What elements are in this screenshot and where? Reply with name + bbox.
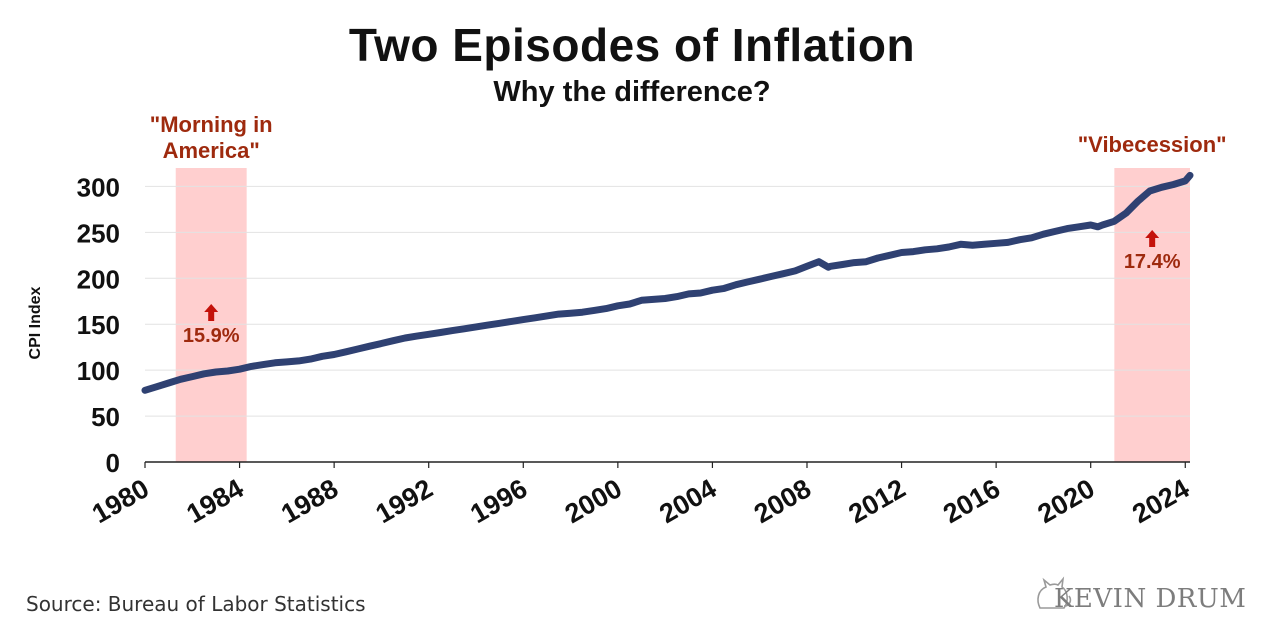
kevin-drum-logo: KEVIN DRUM bbox=[1030, 572, 1246, 616]
period-label-0: "Morning in bbox=[150, 112, 273, 137]
source-note: Source: Bureau of Labor Statistics bbox=[26, 592, 366, 616]
period-change-1: 17.4% bbox=[1124, 251, 1181, 273]
x-tick-label: 2012 bbox=[844, 473, 911, 529]
x-tick-label: 2024 bbox=[1127, 473, 1194, 529]
period-change-0: 15.9% bbox=[183, 325, 240, 347]
y-tick-label: 300 bbox=[77, 172, 120, 202]
x-tick-label: 2020 bbox=[1033, 473, 1100, 529]
chart-subtitle: Why the difference? bbox=[493, 76, 771, 108]
y-tick-label: 100 bbox=[77, 356, 120, 386]
x-tick-label: 2000 bbox=[560, 473, 627, 529]
up-arrow-icon bbox=[1145, 230, 1160, 247]
y-tick-label: 200 bbox=[77, 264, 120, 294]
up-arrow-icon bbox=[204, 304, 219, 321]
x-tick-label: 2004 bbox=[654, 473, 721, 529]
period-label-0: America" bbox=[163, 138, 260, 163]
y-tick-label: 0 bbox=[106, 448, 120, 478]
logo-text: KEVIN DRUM bbox=[1054, 584, 1247, 614]
chart-title: Two Episodes of Inflation bbox=[348, 19, 916, 71]
y-tick-label: 250 bbox=[77, 218, 120, 248]
shaded-period-1 bbox=[1114, 168, 1190, 462]
x-tick-label: 1996 bbox=[465, 473, 532, 529]
y-tick-label: 50 bbox=[91, 402, 120, 432]
y-tick-label: 150 bbox=[77, 310, 120, 340]
x-tick-label: 1988 bbox=[276, 473, 343, 529]
cpi-series-line bbox=[141, 171, 1194, 394]
x-tick-label: 2016 bbox=[938, 473, 1005, 529]
x-tick-label: 2008 bbox=[749, 473, 816, 529]
x-tick-label: 1980 bbox=[87, 473, 154, 529]
cat-icon bbox=[1037, 576, 1072, 609]
period-label-1: "Vibecession" bbox=[1078, 132, 1227, 157]
x-tick-label: 1992 bbox=[371, 473, 438, 529]
y-axis-label: CPI Index bbox=[27, 286, 44, 359]
x-tick-label: 1984 bbox=[182, 473, 249, 529]
